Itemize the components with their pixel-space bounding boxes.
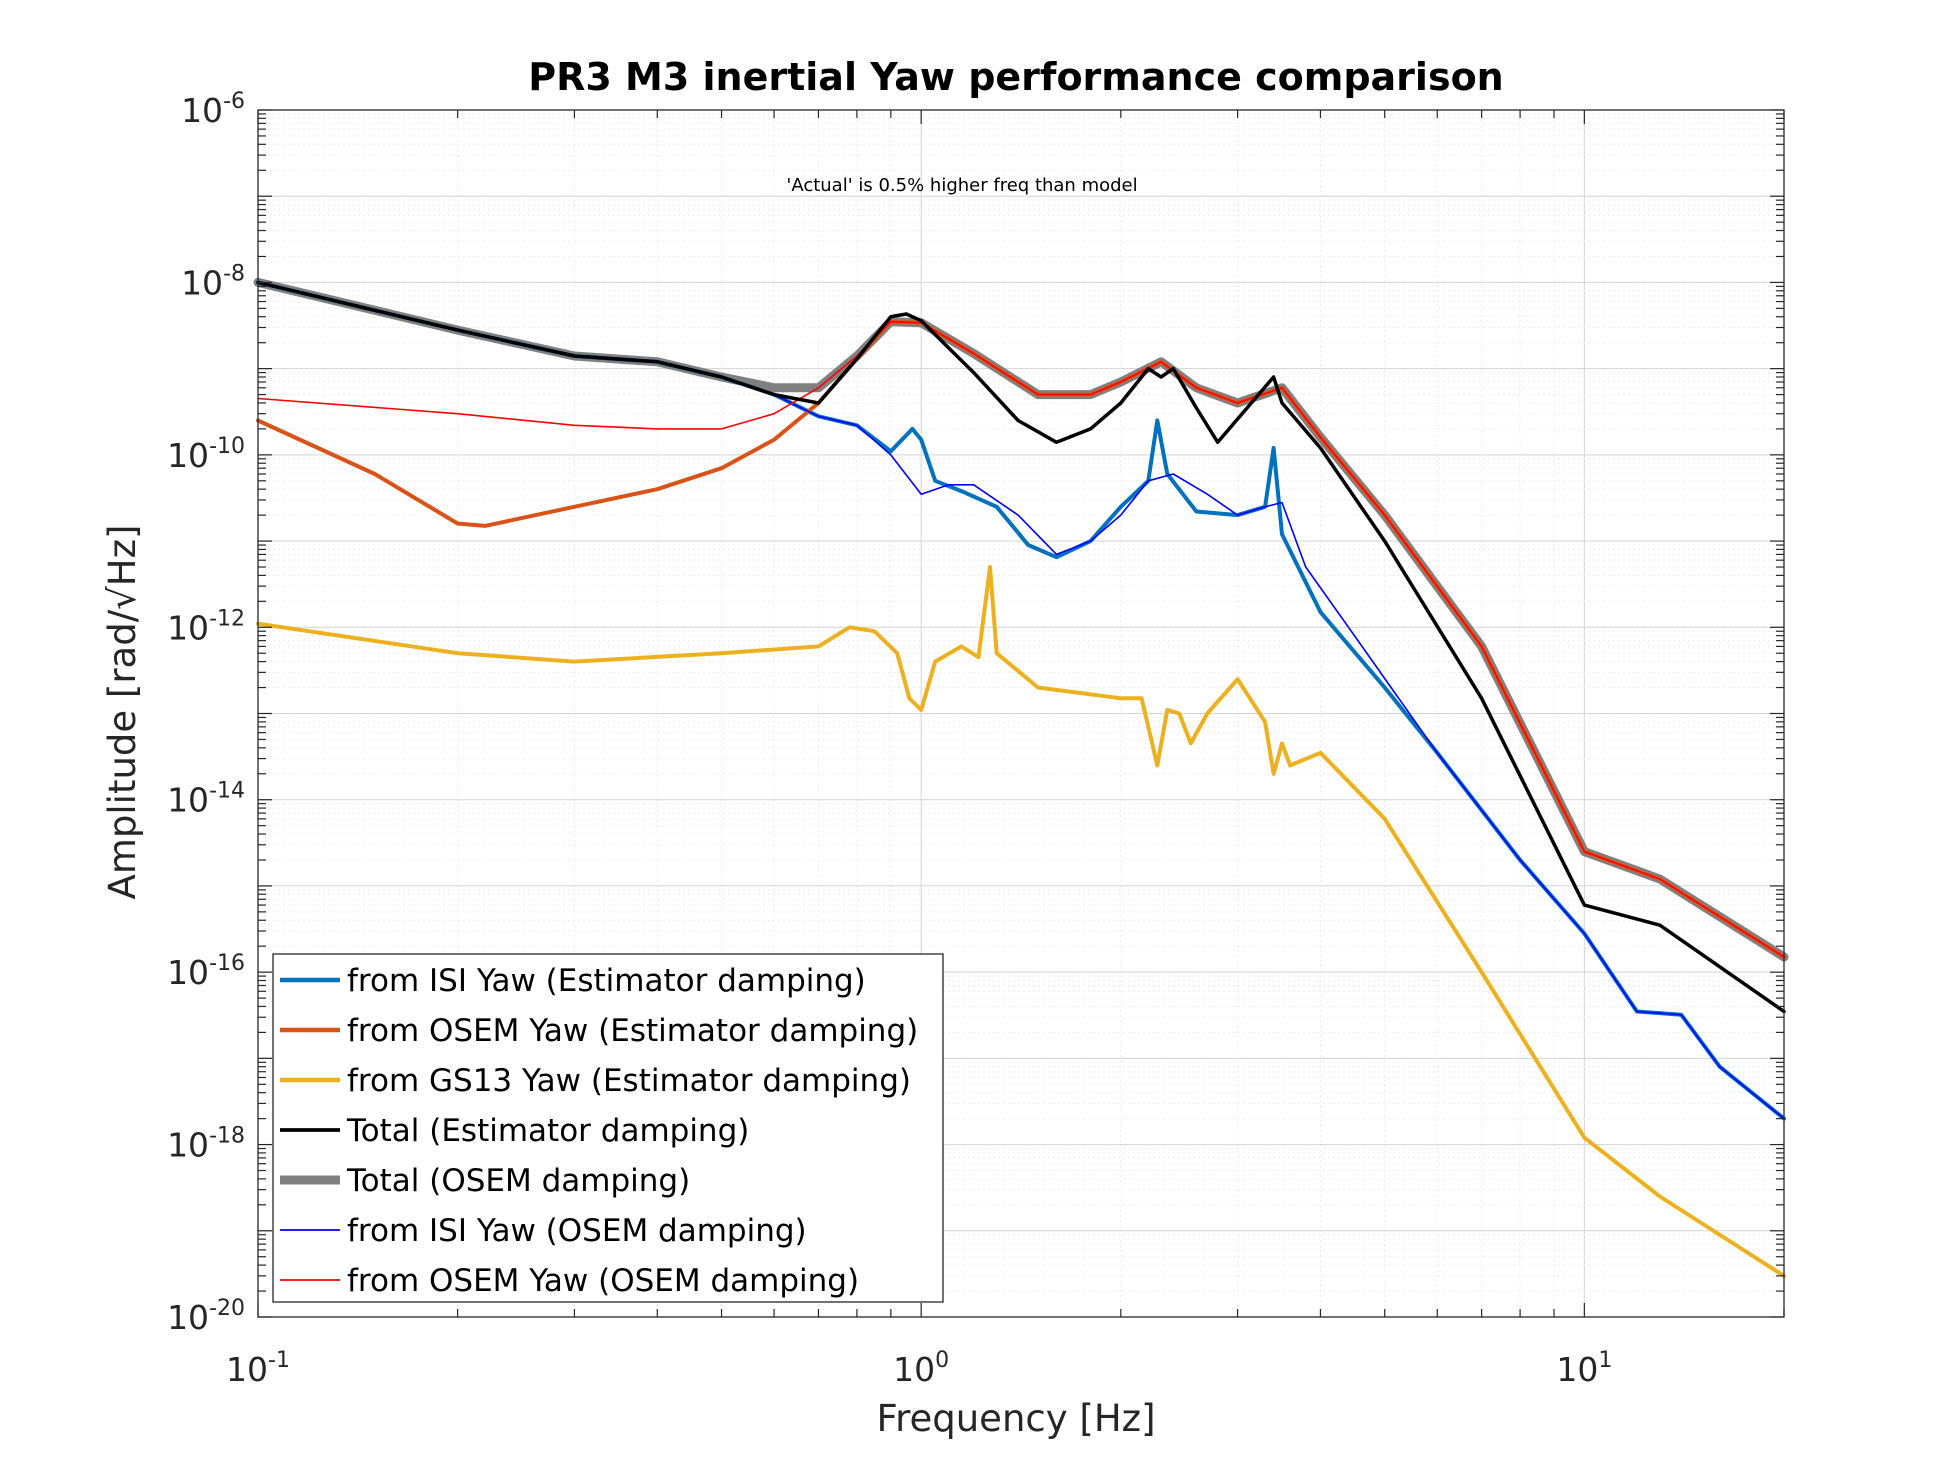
y-tick-label: 10-8 [181,261,245,302]
series-line-4 [256,280,1786,1014]
x-axis-label: Frequency [Hz] [876,1397,1155,1440]
x-tick-label: 100 [893,1348,949,1389]
legend: from ISI Yaw (Estimator damping) from OSE… [272,953,944,1303]
x-tick-label: 10-1 [226,1348,290,1389]
legend-label: Total (OSEM damping) [346,1163,690,1199]
y-tick-label: 10-6 [181,89,245,130]
legend-label: from GS13 Yaw (Estimator damping) [347,1063,911,1099]
y-tick-label: 10-10 [167,434,245,475]
y-tick-label: 10-16 [167,951,245,992]
legend-label: from ISI Yaw (Estimator damping) [347,963,866,999]
legend-label: Total (Estimator damping) [346,1113,749,1149]
x-tick-label: 101 [1556,1348,1612,1389]
axes: 10-1 100 101 10-6 10-8 10-10 10-12 10-14 10-16 10… [167,89,1785,1389]
legend-label: from ISI Yaw (OSEM damping) [347,1213,807,1249]
chart-title: PR3 M3 inertial Yaw performance comparis… [528,55,1503,99]
series-line-3 [256,565,1786,1278]
legend-label: from OSEM Yaw (Estimator damping) [347,1013,918,1049]
y-tick-label: 10-12 [167,606,245,647]
legend-box [272,953,944,1303]
y-tick-label: 10-18 [167,1124,245,1165]
series-line-7 [257,320,1785,958]
legend-label: from OSEM Yaw (OSEM damping) [347,1263,859,1299]
y-axis-label: Amplitude [rad/√Hz] [101,525,144,900]
chart-annotation: 'Actual' is 0.5% higher freq than model [786,175,1137,196]
series-layer [253,277,1789,1278]
y-tick-label: 10-20 [167,1296,245,1337]
y-tick-label: 10-14 [167,779,245,820]
